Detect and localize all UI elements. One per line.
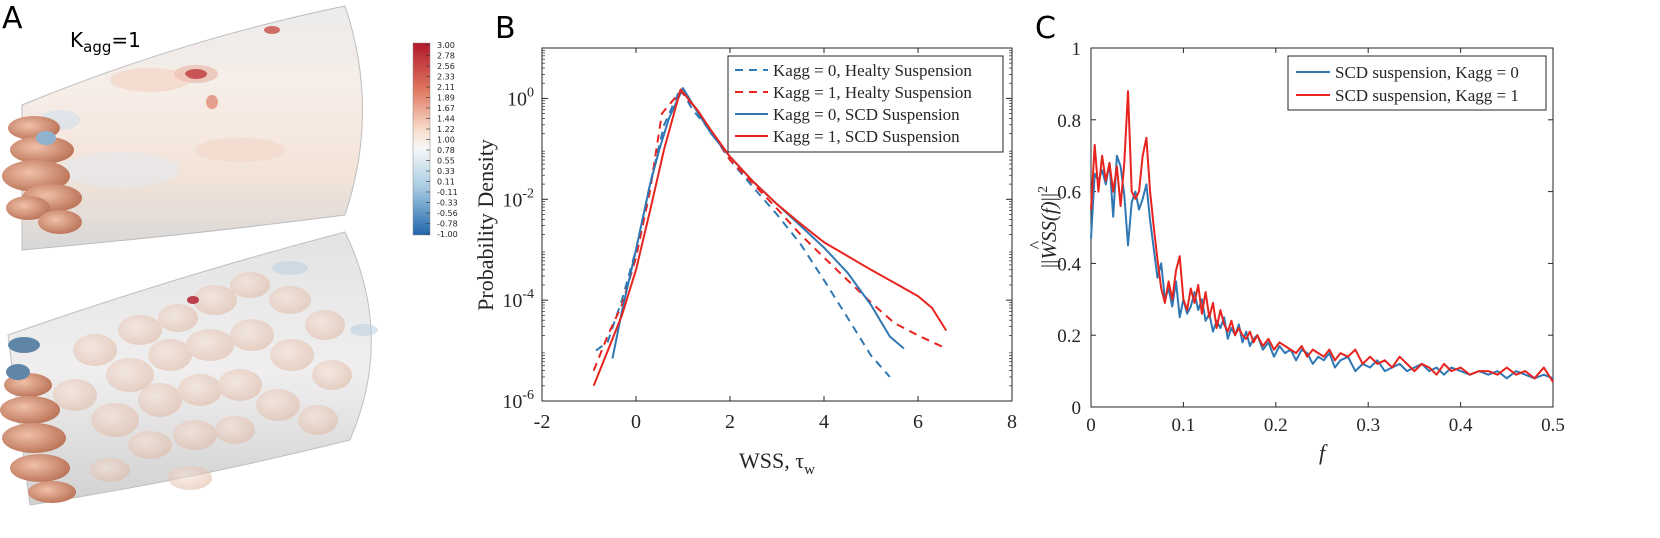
chart-c-legend-label: SCD suspension, Kagg = 1 bbox=[1335, 86, 1519, 105]
chart-c-ylabel-text: ||WSS(f)||2 bbox=[1036, 186, 1061, 268]
chart-c-legend: SCD suspension, Kagg = 0 SCD suspension, … bbox=[1287, 55, 1547, 111]
chart-c-xtick-label: 0.5 bbox=[1541, 415, 1565, 436]
chart-b-legend-label: Kagg = 0, SCD Suspension bbox=[773, 105, 960, 124]
chart-b-xtick-label: 8 bbox=[1007, 411, 1017, 433]
chart-b-legend-label: Kagg = 0, Healty Suspension bbox=[773, 61, 972, 80]
chart-c-xtick-label: 0 bbox=[1086, 415, 1096, 436]
chart-c-xtick-label: 0.2 bbox=[1264, 415, 1288, 436]
colorbar-tick-label: -0.56 bbox=[437, 209, 458, 218]
chart-b-series-line bbox=[592, 88, 948, 387]
chart-c-ytick-label: 0 bbox=[1072, 398, 1082, 419]
colorbar-tick-label: 1.67 bbox=[437, 104, 455, 113]
chart-b-series-line bbox=[595, 87, 891, 378]
colorbar-tick-label: 1.00 bbox=[437, 136, 455, 145]
colorbar-tick-label: 2.33 bbox=[437, 73, 455, 82]
colorbar-tick-label: 1.89 bbox=[437, 94, 455, 103]
chart-b-legend: Kagg = 0, Healty Suspension Kagg = 1, Hea… bbox=[727, 55, 1004, 153]
kagg-value: =1 bbox=[111, 28, 140, 52]
panel-a-label: A bbox=[2, 1, 23, 36]
chart-b-ytick-label: 10-4 bbox=[502, 287, 534, 312]
colorbar-tick-label: 1.44 bbox=[437, 115, 455, 124]
colorbar: 3.00 2.782.56 2.332.11 1.891.67 1.441.22 1.00… bbox=[412, 41, 458, 239]
chart-b-axes-box bbox=[541, 47, 1013, 402]
kagg-symbol: K bbox=[70, 28, 84, 52]
chart-b-xtick-label: -2 bbox=[534, 411, 551, 433]
colorbar-tick-label: 0.78 bbox=[437, 146, 455, 155]
chart-b-xtick-label: 6 bbox=[913, 411, 923, 433]
chart-c-legend-label: SCD suspension, Kagg = 0 bbox=[1335, 63, 1519, 82]
chart-c-ylabel-exp: 2 bbox=[1036, 186, 1051, 193]
chart-c-ylabel-arg: (f) bbox=[1037, 201, 1061, 221]
chart-c-series bbox=[1090, 90, 1554, 383]
chart-c-xlabel: f bbox=[1319, 440, 1328, 465]
chart-c-ylabel-hat: ^ bbox=[1026, 240, 1046, 249]
colorbar-tick-label: 3.00 bbox=[437, 41, 455, 50]
colorbar-tick-label: -0.78 bbox=[437, 220, 458, 229]
panel-a: A Kagg=1 bbox=[0, 1, 458, 506]
chart-b-series-line bbox=[592, 90, 947, 371]
colorbar-tick-label: 0.55 bbox=[437, 157, 455, 166]
chart-c-legend-box bbox=[1287, 55, 1547, 111]
chart-b-ytick-label: 10-6 bbox=[502, 388, 534, 413]
top-cylinder bbox=[2, 5, 363, 251]
panel-c-label: C bbox=[1035, 11, 1056, 46]
colorbar-tick-label: 2.78 bbox=[437, 52, 455, 61]
chart-b-xtick-label: 0 bbox=[631, 411, 641, 433]
colorbar-tick-label: -1.00 bbox=[437, 230, 458, 239]
chart-c-ytick-label: 0.4 bbox=[1057, 254, 1081, 275]
panel-b: B -2 0 2 4 6 8 10-6 10-4 10-2 100 WSS, τw Probabi… bbox=[473, 11, 1017, 478]
bottom-cylinder bbox=[0, 231, 378, 506]
chart-b-xlabel-text: WSS, τ bbox=[739, 448, 804, 473]
chart-b-xtick-label: 4 bbox=[819, 411, 829, 433]
chart-c-ytick-label: 0.6 bbox=[1057, 183, 1081, 204]
kagg-subscript: agg bbox=[83, 38, 111, 56]
chart-b-xtick-label: 2 bbox=[725, 411, 735, 433]
colorbar-tick-label: -0.33 bbox=[437, 199, 458, 208]
colorbar-tick-label: -0.11 bbox=[437, 188, 458, 197]
chart-b-ytick-label: 100 bbox=[507, 85, 534, 110]
chart-b-series bbox=[592, 87, 948, 387]
chart-b-legend-label: Kagg = 1, Healty Suspension bbox=[773, 83, 972, 102]
colorbar-tick-label: 0.11 bbox=[437, 178, 455, 187]
colorbar-tick-label: 0.33 bbox=[437, 167, 455, 176]
chart-c-ylabel: ||WSS(f)||2 ^ bbox=[1026, 186, 1061, 268]
chart-c-ytick-label: 0.8 bbox=[1057, 111, 1081, 132]
chart-b-legend-box bbox=[727, 55, 1004, 153]
panel-b-label: B bbox=[495, 11, 516, 46]
chart-c-legend-entries: SCD suspension, Kagg = 0 SCD suspension, … bbox=[1296, 63, 1519, 105]
chart-c-series-line bbox=[1090, 90, 1554, 383]
colorbar-tick-label: 1.22 bbox=[437, 125, 455, 134]
colorbar-tick-label: 2.11 bbox=[437, 83, 455, 92]
chart-c-ticks: 0 0.1 0.2 0.3 0.4 0.5 0 0.2 0.4 0.6 0.8 1 bbox=[1057, 39, 1565, 436]
chart-c-series-line bbox=[1090, 154, 1554, 380]
chart-b-xlabel-sub: w bbox=[804, 462, 815, 478]
chart-b-ytick-label: 10-2 bbox=[502, 186, 534, 211]
chart-c-xtick-label: 0.1 bbox=[1172, 415, 1196, 436]
chart-b-legend-label: Kagg = 1, SCD Suspension bbox=[773, 127, 960, 146]
chart-c-ytick-label: 0.2 bbox=[1057, 326, 1081, 347]
kagg-label: Kagg=1 bbox=[70, 28, 141, 56]
chart-c-xtick-label: 0.4 bbox=[1449, 415, 1473, 436]
chart-b-xlabel: WSS, τw bbox=[739, 448, 815, 478]
chart-c-ylabel-base: WSS bbox=[1037, 221, 1061, 260]
chart-c-xtick-label: 0.3 bbox=[1356, 415, 1380, 436]
colorbar-ticks: 3.00 2.782.56 2.332.11 1.891.67 1.441.22 1.00… bbox=[426, 41, 458, 239]
chart-b-legend-entries: Kagg = 0, Healty Suspension Kagg = 1, Hea… bbox=[735, 61, 972, 146]
chart-c-ytick-label: 1 bbox=[1072, 39, 1082, 60]
panel-c: C 0 0.1 0.2 0.3 0.4 0.5 0 0.2 0.4 0.6 0.8 1 f ||WSS… bbox=[1026, 11, 1565, 465]
chart-b-ylabel: Probability Density bbox=[473, 139, 498, 311]
colorbar-tick-label: 2.56 bbox=[437, 62, 455, 71]
chart-b-ticks: -2 0 2 4 6 8 10-6 10-4 10-2 100 bbox=[502, 48, 1017, 433]
